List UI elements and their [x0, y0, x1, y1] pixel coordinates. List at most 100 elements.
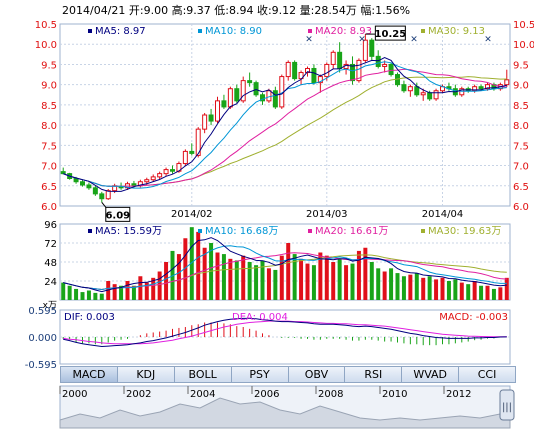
price-legend-swatch-ma5	[88, 29, 92, 33]
price-tick-right: 8.0	[513, 121, 529, 132]
timeline-sparkline	[59, 397, 511, 429]
indicator-tab-kdj[interactable]: KDJ	[118, 367, 175, 382]
volume-legend-ma20: MA20: 16.61万	[315, 226, 388, 237]
candle-body	[131, 183, 137, 187]
timeline-handle-grip-icon[interactable]: |||	[502, 402, 512, 413]
candle-body	[99, 193, 105, 200]
volume-bar	[331, 262, 336, 300]
price-tick-right: 6.0	[513, 202, 529, 213]
macd-tick-label: 0.595	[28, 306, 57, 317]
ma5-line	[63, 57, 507, 192]
candle-body	[260, 94, 265, 102]
volume-bar	[189, 227, 194, 300]
volume-bar	[144, 282, 149, 300]
indicator-tab-rsi[interactable]: RSI	[345, 367, 403, 382]
volume-bar	[414, 273, 419, 300]
volume-bar	[286, 243, 291, 300]
volume-bar	[491, 288, 496, 300]
volume-bar	[125, 281, 130, 300]
candle-body	[292, 61, 298, 80]
candle-body	[382, 63, 388, 67]
indicator-tab-wvad[interactable]: WVAD	[402, 367, 460, 382]
price-tick-right: 6.5	[513, 182, 529, 193]
candle-body	[92, 187, 98, 195]
indicator-tab-obv[interactable]: OBV	[289, 367, 346, 382]
candle-body	[60, 171, 66, 175]
candle-body	[305, 67, 310, 74]
indicator-tab-cci[interactable]: CCI	[477, 368, 497, 381]
volume-bar	[157, 271, 162, 300]
vol-ma10-line	[63, 245, 507, 291]
volume-legend-ma30: MA30: 19.63万	[428, 226, 501, 237]
volume-bar	[376, 268, 381, 300]
price-legend-ma30: MA30: 9.13	[428, 26, 485, 37]
volume-legend-swatch-ma5	[88, 229, 92, 233]
volume-bar	[408, 274, 413, 300]
volume-bar	[221, 254, 226, 300]
volume-bar	[299, 258, 304, 300]
volume-bar	[202, 247, 207, 300]
volume-bar	[350, 263, 355, 300]
volume-bar	[337, 258, 342, 300]
volume-legend-swatch-ma20	[308, 229, 312, 233]
candle-body	[362, 39, 368, 61]
macd-legend-dea: DEA: 0.004	[232, 312, 288, 323]
volume-tick-label: 48	[44, 258, 57, 269]
indicator-tab-psy[interactable]: PSY	[232, 367, 289, 382]
vol-ma5-line	[63, 237, 507, 293]
candle-body	[157, 173, 163, 178]
volume-bar	[247, 262, 252, 300]
candle-body	[401, 84, 407, 92]
volume-bar	[80, 292, 85, 300]
volume-bar	[67, 285, 72, 300]
candle-body	[317, 76, 323, 84]
price-tick-right: 9.0	[513, 81, 529, 92]
volume-bar	[183, 238, 188, 300]
volume-bar	[176, 254, 181, 300]
volume-bar	[382, 271, 387, 300]
volume-bar	[305, 263, 310, 300]
timeline-year-label: 2010	[382, 389, 407, 400]
event-marker-icon: ✕	[484, 35, 492, 45]
volume-bar	[504, 277, 509, 300]
candle-body	[485, 84, 490, 90]
volume-bar	[421, 277, 426, 300]
price-legend-swatch-ma20	[308, 29, 312, 33]
timeline-range-handle[interactable]	[499, 389, 515, 421]
volume-bar	[279, 255, 284, 300]
volume-bar	[215, 252, 220, 300]
indicator-tab-boll[interactable]: BOLL	[175, 367, 232, 382]
candle-body	[163, 169, 169, 175]
candle-body	[369, 39, 375, 57]
candle-body	[350, 63, 355, 82]
candle-body	[170, 169, 175, 172]
price-tick-right: 8.5	[513, 101, 529, 112]
candle-body	[298, 72, 304, 80]
date-tick-label: 2014/04	[422, 209, 464, 220]
candle-body	[253, 82, 259, 96]
candle-body	[324, 63, 330, 78]
price-tick-left: 9.0	[41, 81, 57, 92]
price-tick-left: 8.5	[41, 101, 57, 112]
candle-body	[356, 59, 362, 82]
volume-bar	[459, 282, 464, 300]
price-tick-right: 10.5	[513, 20, 534, 31]
indicator-tab-macd[interactable]: MACD	[61, 367, 118, 382]
candle-body	[182, 150, 188, 165]
header-quote: 2014/04/21 开:9.00 高:9.37 低:8.94 收:9.12 量…	[62, 3, 410, 17]
timeline-year-label: 2004	[190, 389, 215, 400]
price-legend-swatch-ma10	[198, 29, 202, 33]
price-tick-left: 9.5	[41, 60, 57, 71]
candle-body	[285, 61, 291, 78]
event-marker-icon: ✕	[410, 35, 418, 45]
candle-body	[407, 86, 413, 92]
timeline-year-label: 2000	[62, 389, 87, 400]
timeline-year-label: 2002	[126, 389, 151, 400]
volume-unit-label: x万	[43, 301, 57, 311]
volume-bar	[86, 290, 91, 300]
price-tick-left: 8.0	[41, 121, 57, 132]
candle-body	[240, 80, 246, 102]
price-tick-right: 9.5	[513, 60, 529, 71]
volume-bar	[112, 284, 117, 300]
event-marker-icon: ✕	[358, 35, 366, 45]
